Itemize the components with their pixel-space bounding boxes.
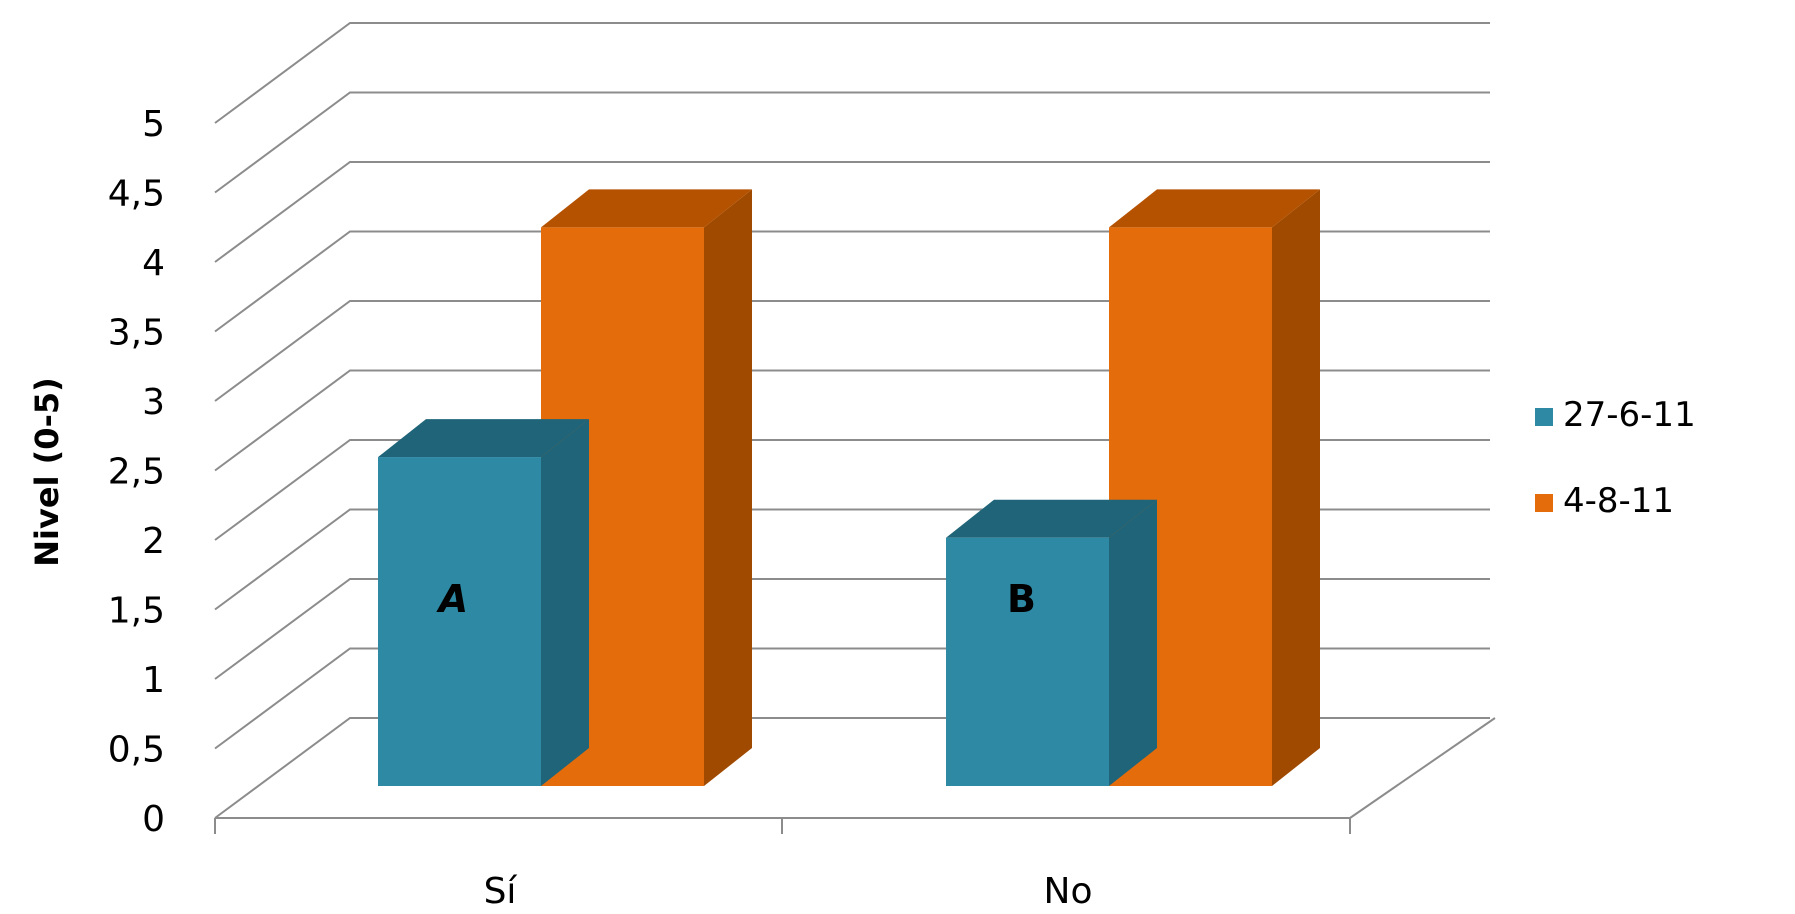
bar-top — [1109, 189, 1320, 228]
legend-swatch — [1535, 408, 1553, 426]
floor-edge — [1349, 717, 1496, 819]
bar — [946, 537, 1109, 786]
gridline — [214, 161, 1490, 263]
bar-side — [541, 419, 589, 786]
y-tick-label: 5 — [142, 104, 165, 145]
bar-side — [704, 189, 752, 787]
bar-annotation: A — [436, 577, 468, 621]
bar — [378, 457, 541, 786]
gridline — [214, 22, 1490, 124]
bars — [378, 189, 1320, 787]
legend-label: 4-8-11 — [1563, 481, 1674, 521]
y-tick-label: 3 — [142, 382, 165, 423]
y-tick-label: 3,5 — [108, 313, 165, 354]
bar-side — [1109, 499, 1157, 786]
y-tick-label: 2 — [142, 521, 165, 562]
y-tick-label: 0,5 — [108, 730, 165, 771]
bar-annotation: B — [1007, 577, 1036, 621]
y-tick-label: 4,5 — [108, 174, 165, 215]
y-tick-label: 1 — [142, 660, 165, 701]
y-tick-label: 1,5 — [108, 591, 165, 632]
x-category-label: Sí — [484, 871, 518, 912]
tick-labels: 0 0,5 1 1,5 2 2,5 3 3,5 4 4,5 5 Sí No A B — [108, 104, 1093, 912]
bar-top — [378, 419, 589, 458]
bar-top — [946, 499, 1157, 538]
legend-label: 27-6-11 — [1563, 395, 1696, 435]
legend: 27-6-11 4-8-11 — [1535, 395, 1696, 521]
y-axis-title: Nivel (0-5) — [28, 377, 66, 566]
y-tick-label: 0 — [142, 799, 165, 840]
gridlines — [214, 22, 1490, 819]
gridline — [214, 91, 1490, 194]
y-tick-label: 2,5 — [108, 452, 165, 493]
bar-top — [541, 189, 752, 228]
x-category-label: No — [1044, 871, 1093, 912]
bar-side — [1272, 189, 1320, 787]
y-tick-label: 4 — [142, 243, 165, 284]
legend-swatch — [1535, 494, 1553, 512]
axes — [214, 717, 1496, 834]
